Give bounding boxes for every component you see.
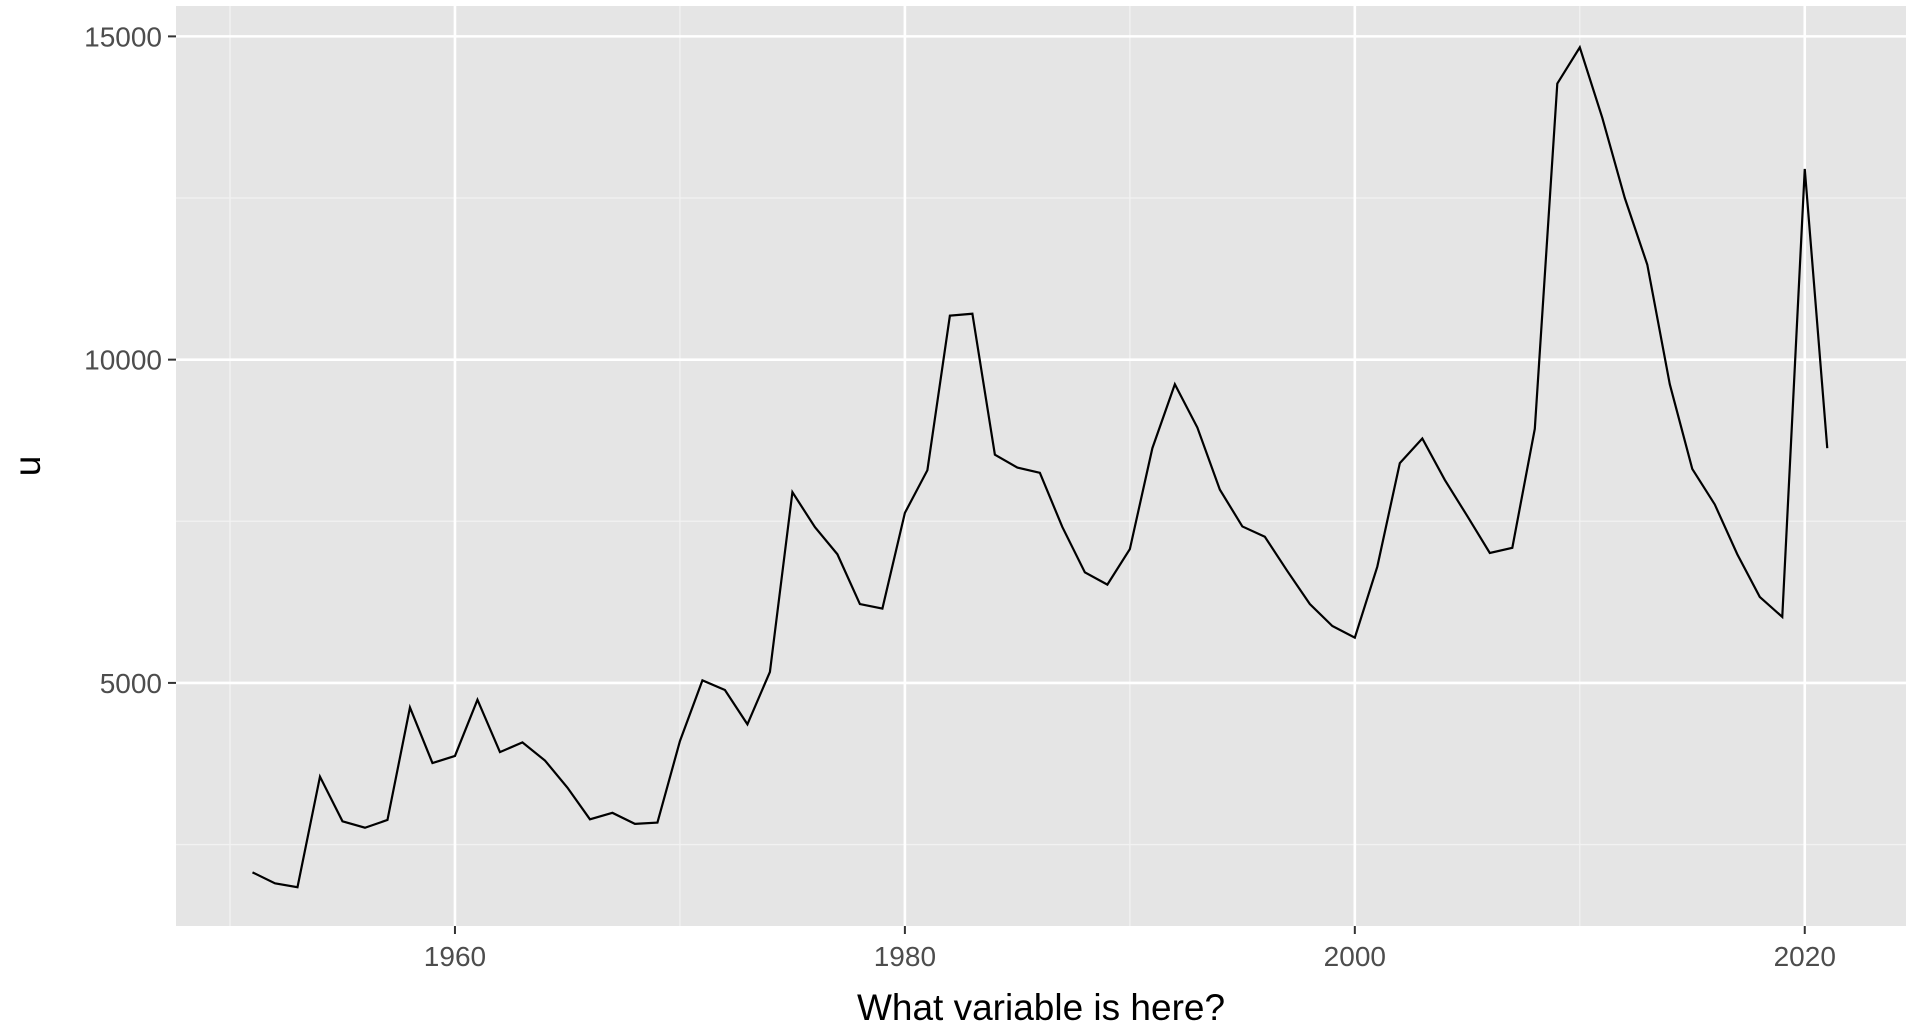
panel — [176, 6, 1906, 926]
x-tick-label: 2000 — [1324, 941, 1386, 972]
x-axis-title: What variable is here? — [857, 987, 1225, 1027]
y-axis-title: u — [7, 456, 48, 477]
y-tick-label: 10000 — [84, 345, 162, 376]
y-tick-label: 5000 — [100, 668, 162, 699]
x-tick-label: 1960 — [424, 941, 486, 972]
line — [252, 44, 1829, 889]
x-tick-label: 1980 — [874, 941, 936, 972]
y-tick-label: 15000 — [84, 21, 162, 52]
grid: 5000 10000 15000 1960 1980 2000 2020 — [84, 6, 1906, 972]
plot — [252, 44, 1829, 889]
x-tick-label: 2020 — [1774, 941, 1836, 972]
